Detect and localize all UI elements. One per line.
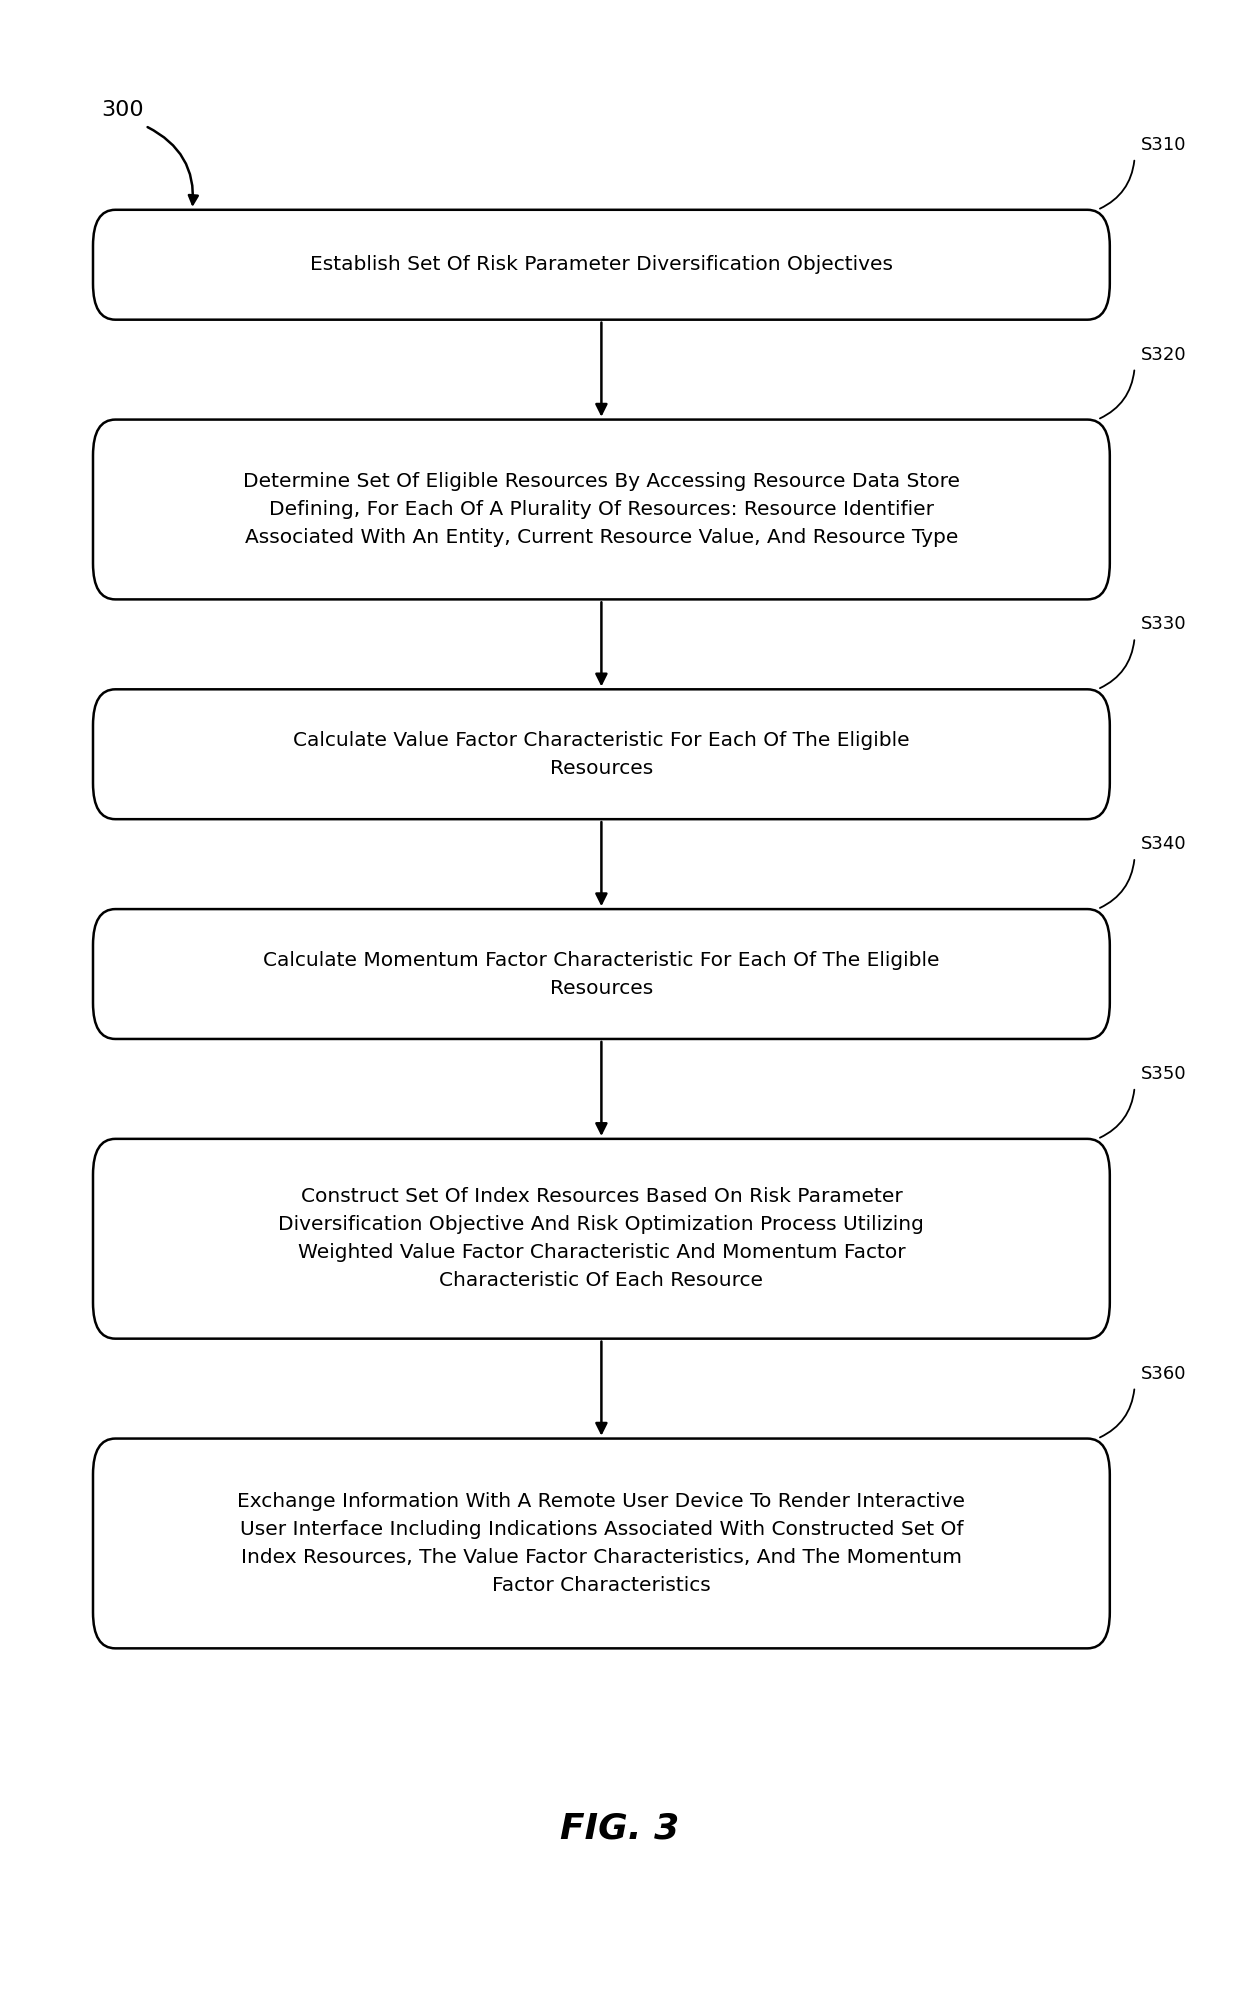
Text: S320: S320 [1141,346,1187,364]
FancyBboxPatch shape [93,210,1110,320]
FancyBboxPatch shape [93,1439,1110,1648]
FancyArrowPatch shape [1100,1089,1135,1137]
Text: Calculate Value Factor Characteristic For Each Of The Eligible
Resources: Calculate Value Factor Characteristic Fo… [293,731,910,777]
Text: Determine Set Of Eligible Resources By Accessing Resource Data Store
Defining, F: Determine Set Of Eligible Resources By A… [243,472,960,547]
Text: S360: S360 [1141,1365,1187,1383]
FancyArrowPatch shape [148,128,197,204]
FancyArrowPatch shape [1100,859,1135,907]
FancyBboxPatch shape [93,909,1110,1039]
Text: S330: S330 [1141,615,1187,633]
FancyArrowPatch shape [1100,639,1135,687]
FancyBboxPatch shape [93,420,1110,599]
Text: 300: 300 [102,100,144,120]
FancyArrowPatch shape [1100,370,1135,418]
Text: Exchange Information With A Remote User Device To Render Interactive
User Interf: Exchange Information With A Remote User … [237,1493,966,1594]
Text: FIG. 3: FIG. 3 [560,1810,680,1846]
Text: S350: S350 [1141,1065,1187,1083]
Text: S340: S340 [1141,835,1187,853]
FancyArrowPatch shape [1100,160,1135,208]
FancyBboxPatch shape [93,1139,1110,1339]
Text: Establish Set Of Risk Parameter Diversification Objectives: Establish Set Of Risk Parameter Diversif… [310,256,893,274]
FancyBboxPatch shape [93,689,1110,819]
Text: S310: S310 [1141,136,1187,154]
FancyArrowPatch shape [1100,1389,1135,1437]
Text: Construct Set Of Index Resources Based On Risk Parameter
Diversification Objecti: Construct Set Of Index Resources Based O… [279,1187,924,1291]
Text: Calculate Momentum Factor Characteristic For Each Of The Eligible
Resources: Calculate Momentum Factor Characteristic… [263,951,940,997]
